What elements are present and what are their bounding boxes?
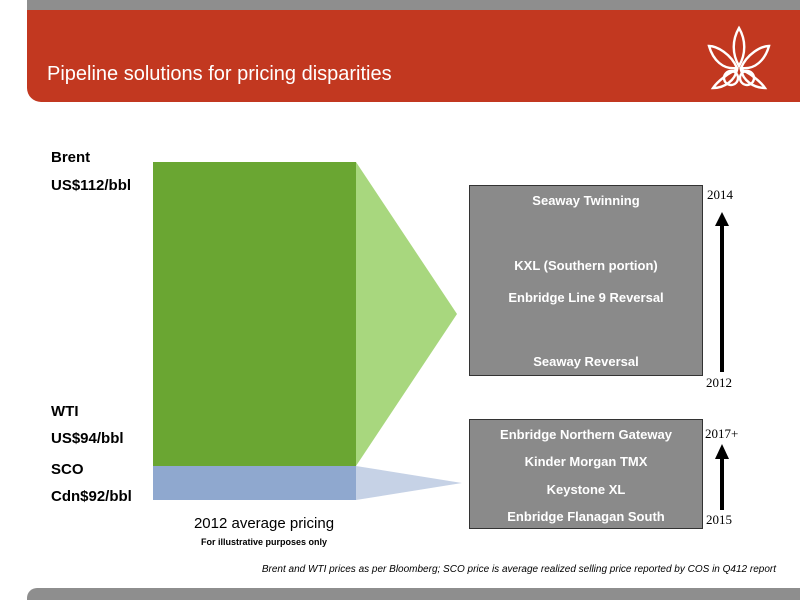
wti-sco-spread-arrow xyxy=(356,466,462,500)
page-title: Pipeline solutions for pricing dispariti… xyxy=(47,63,392,85)
pipeline-item: Seaway Twinning xyxy=(532,193,640,208)
wti-label: WTI xyxy=(51,403,79,420)
chart-subcaption: For illustrative purposes only xyxy=(200,537,328,547)
pipeline-item: KXL (Southern portion) xyxy=(514,258,658,273)
source-note: Brent and WTI prices as per Bloomberg; S… xyxy=(261,564,776,575)
title-banner: Pipeline solutions for pricing dispariti… xyxy=(27,10,800,102)
upper-year-end-label: 2012 xyxy=(706,375,732,390)
top-accent-bar xyxy=(27,0,800,10)
lower-timeline-arrowhead-icon xyxy=(715,444,729,459)
brent-wti-spread-bar xyxy=(153,162,356,466)
wti-sco-spread-bar xyxy=(153,466,356,500)
pipeline-item: Kinder Morgan TMX xyxy=(524,454,648,469)
lower-year-start-label: 2017+ xyxy=(705,426,739,441)
pipeline-item: Enbridge Line 9 Reversal xyxy=(508,290,664,305)
wti-price: US$94/bbl xyxy=(51,430,124,447)
brent-price: US$112/bbl xyxy=(51,177,132,194)
pipeline-item: Enbridge Northern Gateway xyxy=(500,427,672,442)
company-logo-icon xyxy=(707,25,771,90)
brent-wti-spread-arrow xyxy=(356,162,457,466)
pipeline-item: Keystone XL xyxy=(546,482,626,497)
upper-timeline-arrowhead-icon xyxy=(715,212,729,226)
lower-year-end-label: 2015 xyxy=(706,512,732,527)
bottom-accent-bar xyxy=(27,588,800,600)
pipeline-item: Seaway Reversal xyxy=(533,354,639,369)
upper-year-start-label: 2014 xyxy=(707,187,733,202)
longer-term-pipelines-box: Enbridge Northern Gateway Kinder Morgan … xyxy=(469,419,703,529)
brent-label: Brent xyxy=(51,149,91,166)
near-term-pipelines-box: Seaway Twinning KXL (Southern portion) E… xyxy=(469,185,703,376)
sco-label: SCO xyxy=(51,461,84,478)
pipeline-item: Enbridge Flanagan South xyxy=(507,509,665,524)
chart-caption: 2012 average pricing xyxy=(193,515,335,532)
sco-price: Cdn$92/bbl xyxy=(51,488,132,505)
